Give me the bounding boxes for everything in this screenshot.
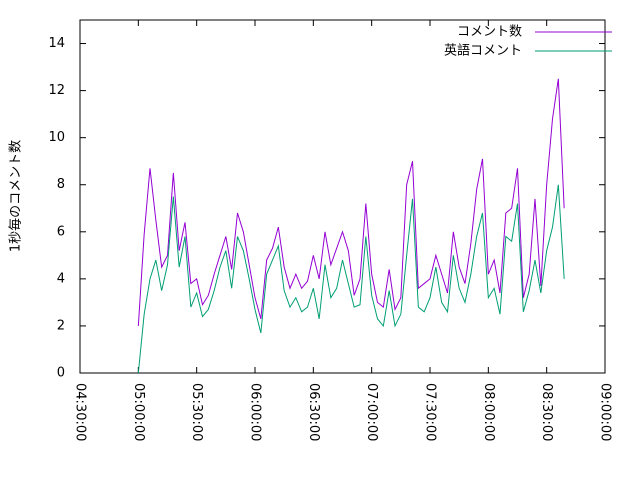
x-tick-label: 05:00:00 (131, 383, 146, 441)
series-line (137, 184, 565, 374)
legend-label: 英語コメント (444, 43, 522, 59)
y-tick-label: 4 (57, 271, 65, 286)
y-tick-label: 14 (48, 36, 65, 51)
x-tick-label: 04:30:00 (73, 383, 88, 441)
x-tick-label: 09:00:00 (598, 383, 613, 441)
legend-label: コメント数 (457, 25, 522, 40)
x-tick-label: 06:00:00 (248, 383, 263, 441)
x-tick-label: 07:00:00 (364, 383, 379, 441)
y-tick-label: 12 (48, 83, 65, 98)
x-tick-label: 06:30:00 (306, 383, 321, 441)
y-tick-label: 6 (57, 224, 65, 239)
plot-border (79, 19, 606, 374)
y-axis-label: 1秒毎のコメント数 (8, 140, 24, 252)
x-tick-label: 08:30:00 (539, 383, 554, 441)
series-line (137, 78, 565, 326)
y-tick-label: 10 (48, 130, 65, 145)
y-tick-label: 2 (57, 318, 65, 333)
x-tick-label: 05:30:00 (189, 383, 204, 441)
x-tick-label: 08:00:00 (481, 383, 496, 441)
y-tick-label: 0 (57, 366, 65, 381)
x-tick-label: 07:30:00 (423, 383, 438, 441)
y-tick-label: 8 (57, 177, 65, 192)
